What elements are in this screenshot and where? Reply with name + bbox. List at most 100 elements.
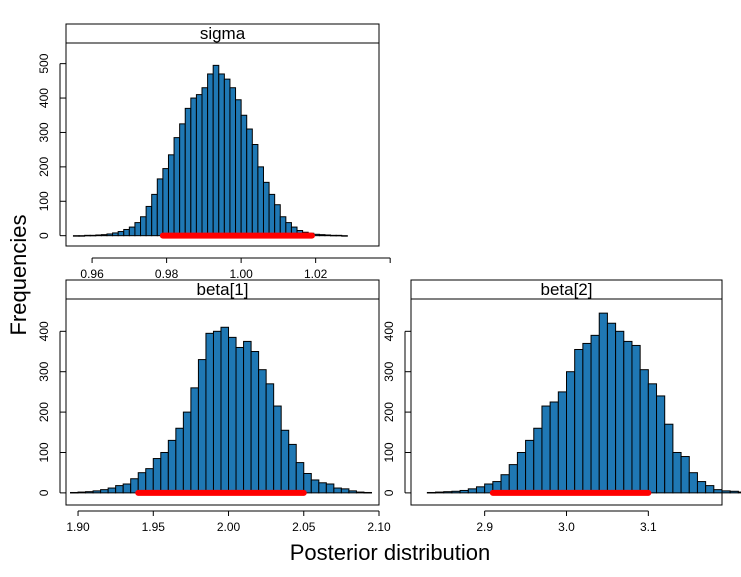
histogram-bar — [631, 344, 641, 494]
histogram-bar — [85, 491, 94, 494]
histogram-bar — [656, 395, 666, 494]
histogram-bar — [672, 451, 682, 494]
histogram-bar — [162, 168, 169, 237]
x-tick-label: 2.00 — [217, 520, 241, 534]
histogram-bar — [128, 226, 136, 237]
x-axis-title: Posterior distribution — [290, 540, 491, 565]
y-tick-label: 200 — [37, 402, 51, 422]
x-tick-label: 0.96 — [80, 267, 104, 281]
x-tick-label: 1.00 — [229, 267, 253, 281]
histogram-bar — [78, 235, 86, 237]
histogram-bar — [182, 411, 192, 494]
histogram-bar — [303, 472, 312, 494]
histogram-bar — [274, 204, 281, 237]
x-tick-label: 2.9 — [476, 520, 493, 534]
histogram-bar — [70, 491, 79, 494]
histogram-bar — [615, 330, 625, 494]
histogram-bar — [137, 472, 147, 494]
histogram-bar — [363, 491, 372, 494]
histogram-bar — [467, 488, 477, 494]
histogram-bar — [107, 487, 117, 494]
histogram-bar — [218, 73, 225, 237]
histogram-bar — [246, 128, 253, 237]
histogram-bar — [598, 312, 608, 494]
histogram-bar — [207, 73, 214, 237]
histogram-bar — [335, 234, 343, 237]
histogram-bar — [508, 464, 518, 494]
y-tick-label: 500 — [37, 53, 51, 73]
x-tick-label: 2.10 — [367, 520, 391, 534]
histogram-bar — [212, 330, 222, 494]
histogram-bar — [426, 491, 437, 494]
histogram-bar — [106, 233, 114, 237]
y-tick-label: 0 — [37, 232, 51, 239]
histogram-bar — [240, 114, 248, 237]
histogram-bar — [190, 387, 199, 494]
histogram-bar — [525, 439, 535, 494]
histogram-bar — [330, 234, 337, 237]
histogram-bar — [95, 234, 102, 237]
panel-frame — [65, 23, 380, 247]
histogram-bar — [318, 234, 326, 237]
histogram-bar — [140, 216, 147, 237]
histogram-bar — [151, 193, 158, 237]
histogram-bar — [89, 234, 97, 237]
histogram-bar — [737, 491, 741, 494]
y-tick-label: 0 — [37, 489, 51, 496]
histogram-bar — [475, 486, 486, 494]
histogram-bar — [167, 154, 175, 237]
histogram-bar — [257, 166, 264, 237]
histogram-bar — [705, 485, 715, 494]
panel-1: sigma 0 100 200 300 400 500 0.96 0.98 1.00 1.02 — [37, 23, 391, 281]
histogram-bar — [435, 491, 445, 494]
histogram-bar — [123, 228, 130, 237]
histogram-bar — [243, 340, 252, 494]
histogram-bar — [229, 87, 237, 237]
panel-2: beta[1] 0 100 200 300 400 1.90 1.95 2.00 2.05 2.10 — [37, 279, 391, 534]
histogram-bar — [265, 383, 275, 494]
histogram-bar — [549, 401, 559, 494]
y-tick-label: 300 — [37, 122, 51, 142]
histogram-bar — [258, 369, 267, 494]
y-tick-label: 0 — [382, 489, 396, 496]
x-tick-label: 3.1 — [640, 520, 657, 534]
histogram-bar — [117, 231, 125, 237]
histogram-bar — [212, 64, 220, 237]
histogram-bar — [84, 234, 91, 237]
histogram-bar — [340, 488, 350, 494]
histogram-bar — [184, 107, 192, 237]
histogram-bar — [590, 334, 600, 494]
histogram-bar — [516, 451, 527, 494]
histogram-bar — [160, 451, 169, 494]
x-tick-label: 3.0 — [558, 520, 575, 534]
histogram-bar — [443, 491, 453, 494]
histogram-bar — [606, 322, 617, 494]
histogram-bar — [115, 485, 124, 494]
histogram-bar — [152, 458, 162, 494]
histogram-bar — [268, 193, 276, 237]
panel-3: beta[2] 0 100 200 300 400 2.9 3.0 3.1 — [382, 279, 741, 534]
histogram-bar — [451, 490, 461, 494]
histogram-bar — [639, 369, 649, 494]
histogram-bar — [324, 234, 332, 237]
histogram-bar — [273, 405, 282, 494]
y-tick-label: 400 — [382, 321, 396, 341]
histogram-bar — [92, 490, 102, 494]
histogram-bar — [223, 78, 231, 237]
histogram-bar — [574, 348, 584, 494]
histogram-bar — [122, 483, 132, 494]
histogram-bar — [190, 97, 197, 237]
histogram-bar — [696, 481, 707, 494]
histogram-bar — [355, 491, 365, 494]
histogram-bar — [541, 405, 551, 494]
histogram-bar — [145, 205, 153, 237]
y-tick-label: 300 — [382, 361, 396, 381]
y-axis-title: Frequencies — [6, 214, 31, 335]
panel-title: beta[1] — [197, 280, 249, 299]
y-tick-label: 300 — [37, 361, 51, 381]
histogram-bar — [280, 429, 290, 494]
histogram-bar — [713, 489, 723, 494]
histogram-bar — [112, 232, 119, 237]
histogram-bar — [557, 391, 568, 494]
panel-frame — [65, 279, 380, 506]
